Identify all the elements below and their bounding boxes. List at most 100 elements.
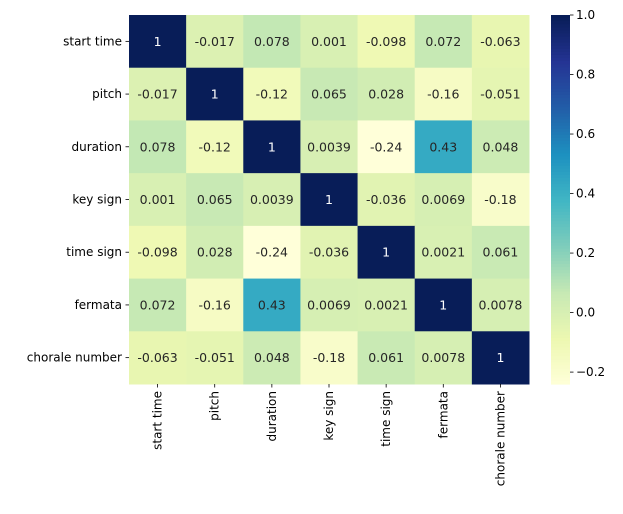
colorbar-segment [551,156,570,161]
heatmap-cell [414,67,473,121]
colorbar-segment [551,359,570,364]
cell-value-label: 0.0069 [421,192,465,207]
cell-value-label: 1 [268,139,276,154]
colorbar-segment [551,177,570,182]
heatmap-cell [414,120,473,174]
colorbar-segment [551,294,570,299]
cell-value-label: -0.24 [370,139,402,154]
heatmap-cell [243,120,301,174]
heatmap-cell [357,67,416,121]
colorbar-segment [551,58,570,62]
heatmap-cell [471,15,530,69]
cell-value-label: 0.028 [368,87,404,102]
colorbar-segment [551,70,570,75]
heatmap-cell [414,173,473,227]
colorbar-segment [551,150,570,154]
heatmap-cell [471,120,530,174]
cell-value-label: -0.036 [366,192,406,207]
colorbar-segment [551,165,570,170]
colorbar-segment [551,147,570,151]
colorbar-segment [551,190,570,194]
heatmap-cell [357,120,416,174]
colorbar-tick-label: 0.6 [576,127,595,141]
colorbar-segment [551,282,570,287]
colorbar-segment [551,211,570,216]
cell-value-label: 0.048 [254,350,290,365]
colorbar-segment [551,131,570,136]
colorbar-segment [551,245,570,250]
heatmap-cell [300,67,359,121]
heatmap-cell [243,173,301,227]
cell-value-label: 0.43 [429,139,457,154]
x-tick-label: key sign [322,391,336,441]
heatmap-cell [186,15,244,69]
colorbar-segment [551,331,570,336]
colorbar-segment [551,76,570,81]
colorbar-segment [551,36,570,41]
heatmap-cell [357,331,416,385]
cell-value-label: -0.036 [309,245,349,260]
heatmap-cell [243,225,301,280]
heatmap-cell [414,225,473,280]
colorbar-segment [551,64,570,68]
colorbar-segment [551,217,570,222]
colorbar-segment [551,288,570,293]
heatmap-cell [186,225,244,280]
cell-value-label: -0.18 [484,192,516,207]
cell-value-label: 0.0039 [307,139,351,154]
colorbar-segment [551,285,570,290]
colorbar-segment [551,193,570,198]
cell-value-label: -0.16 [199,297,231,312]
colorbar-segment [551,134,570,139]
x-tick-label: duration [265,391,279,442]
colorbar-segment [551,248,570,253]
x-tick-label: start time [151,391,165,450]
heatmap-cell [357,15,416,69]
colorbar-segment [551,251,570,256]
colorbar-segment [551,122,570,127]
colorbar-tick-label: 0.0 [576,306,595,320]
cell-value-label: 0.061 [483,245,519,260]
heatmap-cell [471,173,530,227]
cell-value-label: 0.0039 [250,192,294,207]
colorbar-segment [551,181,570,185]
colorbar-segment [551,82,570,87]
cell-value-label: 0.0078 [421,350,465,365]
heatmap-cell [129,225,187,280]
heatmap-cell [471,67,530,121]
colorbar-segment [551,322,570,327]
colorbar-segment [551,54,570,59]
heatmap-cell [186,67,244,121]
colorbar-segment [551,334,570,339]
colorbar-segment [551,45,570,50]
colorbar-segment [551,208,570,213]
colorbar-segment [551,42,570,47]
cell-value-label: 0.072 [425,34,461,49]
colorbar-segment [551,144,570,148]
cell-value-label: 0.065 [311,87,347,102]
heatmap-cell [186,120,244,174]
colorbar-segment [551,61,570,65]
cell-value-label: 1 [496,350,504,365]
colorbar-tick-label: 1.0 [576,8,595,22]
x-tick-label: fermata [436,391,450,438]
cell-value-label: 0.061 [368,350,404,365]
cell-value-label: -0.098 [137,245,177,260]
cell-value-label: 1 [154,34,162,49]
heatmap-cell [243,331,301,385]
cell-value-label: 0.078 [140,139,176,154]
colorbar-segment [551,350,570,354]
cell-value-label: 0.001 [311,34,347,49]
colorbar-segment [551,380,570,385]
colorbar-segment [551,104,570,108]
colorbar-segment [551,162,570,167]
colorbar-segment [551,304,570,308]
colorbar-segment [551,27,570,31]
colorbar-segment [551,239,570,244]
colorbar-segment [551,368,570,373]
colorbar-segment [551,224,570,228]
colorbar-segment [551,48,570,53]
colorbar-segment [551,205,570,210]
colorbar-segment [551,291,570,296]
